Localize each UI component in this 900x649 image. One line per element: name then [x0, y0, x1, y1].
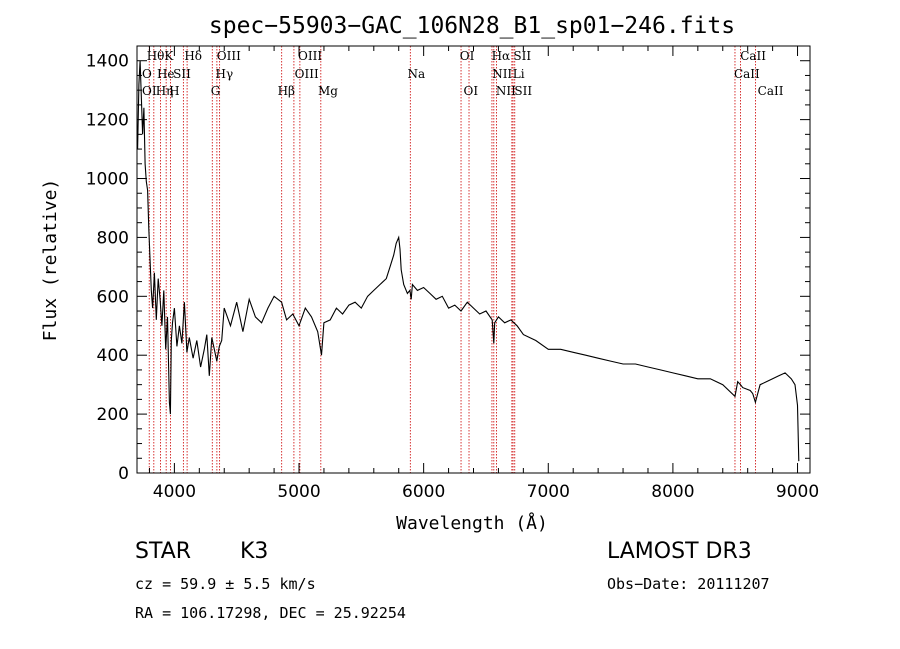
- line-label: Hθ: [147, 49, 165, 63]
- x-tick-label: 6000: [402, 482, 445, 502]
- y-tick-label: 1000: [86, 170, 129, 190]
- x-tick-label: 9000: [776, 482, 819, 502]
- line-label: Li: [513, 67, 525, 81]
- y-tick-label: 1400: [86, 52, 129, 72]
- line-label: OI: [460, 49, 475, 63]
- line-label: OIII: [295, 67, 319, 81]
- line-label: K: [164, 49, 174, 63]
- coordinates: RA = 106.17298, DEC = 25.92254: [135, 604, 406, 622]
- y-tick-label: 400: [97, 346, 129, 366]
- line-label: H: [169, 84, 179, 98]
- line-label: NII: [496, 84, 516, 98]
- y-tick-label: 800: [97, 228, 129, 248]
- line-label: Hβ: [278, 84, 295, 98]
- line-label: G: [211, 84, 221, 98]
- chart-title: spec−55903−GAC_106N28_B1_sp01−246.fits: [209, 13, 735, 39]
- object-subclass: K3: [240, 539, 269, 564]
- object-class: STAR: [135, 539, 192, 564]
- x-tick-label: 8000: [651, 482, 694, 502]
- y-axis-label: Flux (relative): [40, 179, 61, 342]
- line-label: O: [142, 67, 152, 81]
- line-label: CaII: [740, 49, 766, 63]
- y-tick-label: 600: [97, 287, 129, 307]
- line-label: Hγ: [216, 67, 234, 81]
- line-label: OIII: [217, 49, 241, 63]
- line-label: Hη: [156, 84, 174, 98]
- line-label: OI: [464, 84, 479, 98]
- redshift-velocity: cz = 59.9 ± 5.5 km/s: [135, 575, 316, 593]
- line-label: Na: [407, 67, 425, 81]
- line-label: Hα: [492, 49, 511, 63]
- spectrum-line: [137, 60, 800, 462]
- x-tick-label: 5000: [277, 482, 320, 502]
- observation-date: Obs−Date: 20111207: [607, 575, 770, 593]
- line-label: NII: [492, 67, 512, 81]
- y-tick-label: 1200: [86, 111, 129, 131]
- y-tick-label: 200: [97, 405, 129, 425]
- survey-name: LAMOST DR3: [607, 539, 752, 564]
- x-tick-label: 7000: [527, 482, 570, 502]
- x-axis-ticks: 4000 5000 6000 7000 8000 9000: [148, 46, 819, 502]
- x-axis-label: Wavelength (Å): [396, 512, 548, 534]
- y-tick-label: 0: [118, 464, 129, 484]
- line-label: OI: [142, 84, 157, 98]
- plot-frame: [136, 45, 811, 474]
- y-axis-ticks: 0 200 400 600 800 1000 1200 1400: [86, 52, 810, 484]
- x-tick-label: 4000: [153, 482, 196, 502]
- line-label: Hδ: [184, 49, 202, 63]
- line-label: SII: [514, 84, 532, 98]
- line-label: Mg: [318, 84, 338, 98]
- line-label: SII: [173, 67, 191, 81]
- spectral-line-markers: [148, 46, 756, 473]
- line-label: He: [157, 67, 175, 81]
- line-label: OIII: [298, 49, 322, 63]
- line-label: CaII: [758, 84, 784, 98]
- line-label: CaII: [734, 67, 760, 81]
- line-label: SII: [513, 49, 531, 63]
